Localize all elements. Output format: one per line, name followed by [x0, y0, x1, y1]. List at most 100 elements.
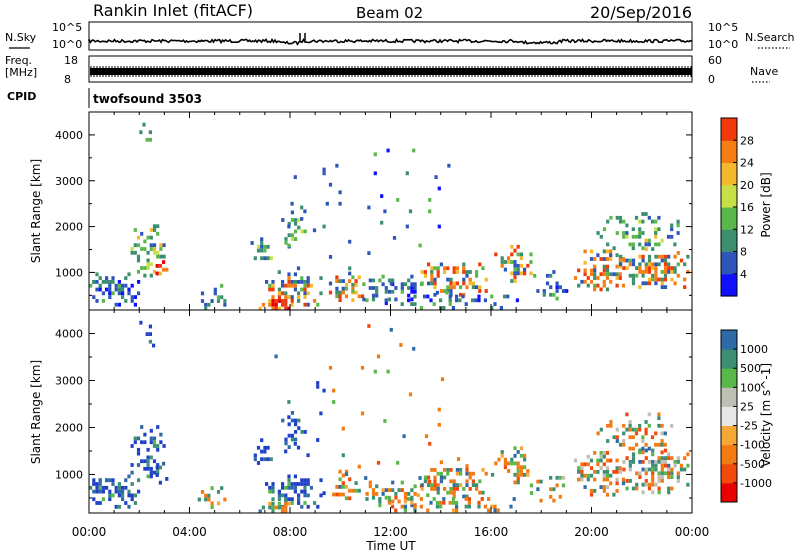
data-cell [625, 412, 629, 417]
data-cell [519, 469, 523, 473]
data-cell [625, 479, 629, 483]
data-cell [465, 464, 469, 468]
data-cell [660, 281, 664, 286]
data-cell [459, 468, 463, 472]
data-cell [284, 505, 288, 510]
data-cell [210, 486, 214, 490]
data-cell [137, 291, 141, 296]
x-tick-label: 12:00 [373, 525, 408, 539]
data-cell [400, 289, 404, 294]
data-cell [500, 256, 504, 261]
data-cell [394, 495, 398, 500]
data-cell [513, 271, 517, 276]
data-cell [465, 471, 469, 476]
data-cell [458, 298, 462, 303]
data-cell [523, 267, 527, 272]
data-cell [545, 281, 550, 286]
data-cell [439, 500, 443, 505]
data-cell [430, 277, 434, 282]
data-cell [98, 276, 102, 280]
data-cell [266, 244, 270, 249]
data-cell [293, 489, 297, 494]
data-cell [371, 488, 376, 492]
data-cell [360, 411, 365, 416]
data-cell [433, 292, 437, 297]
data-cell [420, 487, 424, 491]
data-cell [670, 475, 674, 479]
data-cell [660, 254, 664, 259]
data-cell [451, 497, 455, 501]
data-cell [427, 483, 431, 487]
power-y-label: Slant Range [km] [29, 159, 43, 263]
data-cell [365, 492, 369, 496]
data-cell [101, 497, 105, 502]
data-cell [387, 289, 392, 294]
data-cell [657, 486, 661, 491]
data-cell [605, 287, 610, 292]
data-cell [513, 279, 517, 283]
data-cell [146, 258, 150, 263]
data-cell [663, 270, 668, 274]
data-cell [609, 420, 613, 424]
data-cell [263, 449, 267, 454]
data-cell [354, 488, 358, 493]
data-cell [271, 280, 275, 284]
data-cell [615, 435, 619, 440]
data-cell [351, 283, 355, 287]
data-cell [667, 486, 671, 491]
data-cell [271, 497, 275, 502]
data-cell [516, 267, 520, 272]
data-cell [400, 488, 404, 492]
data-cell [439, 262, 443, 267]
data-cell [136, 235, 141, 240]
data-cell [660, 463, 664, 468]
data-cell [503, 465, 507, 470]
data-cell [433, 487, 437, 491]
data-cell [271, 509, 275, 514]
data-cell [513, 453, 517, 458]
data-cell [162, 254, 166, 259]
data-cell [121, 287, 125, 292]
data-cell [523, 465, 527, 470]
data-cell [631, 262, 636, 267]
data-cell [619, 254, 623, 259]
data-cell [149, 440, 153, 445]
data-cell [384, 495, 388, 500]
data-cell [529, 271, 533, 276]
data-cell [156, 444, 160, 448]
data-cell [143, 247, 147, 251]
data-cell [449, 281, 453, 286]
data-cell [622, 258, 626, 263]
data-cell [516, 252, 520, 257]
data-cell [408, 392, 413, 397]
data-cell [111, 280, 115, 284]
data-cell [408, 209, 413, 214]
data-cell [216, 490, 221, 494]
data-cell [471, 281, 475, 286]
data-cell [322, 171, 326, 176]
data-cell [319, 411, 323, 416]
data-cell [410, 286, 414, 290]
data-cell [111, 276, 115, 280]
data-cell [602, 283, 606, 288]
data-cell [459, 471, 463, 476]
data-cell [432, 302, 436, 306]
data-cell [602, 477, 606, 482]
data-cell [644, 471, 648, 476]
data-cell [622, 231, 626, 235]
data-cell [650, 219, 655, 224]
data-cell [618, 257, 622, 261]
data-cell [503, 260, 507, 264]
data-cell [373, 171, 377, 176]
data-cell [596, 458, 600, 463]
data-cell [509, 504, 513, 509]
data-cell [609, 481, 613, 486]
data-cell [583, 268, 587, 273]
data-cell [309, 485, 313, 490]
data-cell [413, 484, 417, 489]
data-cell [433, 285, 437, 290]
data-cell [159, 432, 163, 437]
data-cell [676, 223, 680, 228]
data-cell [625, 456, 629, 460]
data-cell [549, 475, 553, 480]
